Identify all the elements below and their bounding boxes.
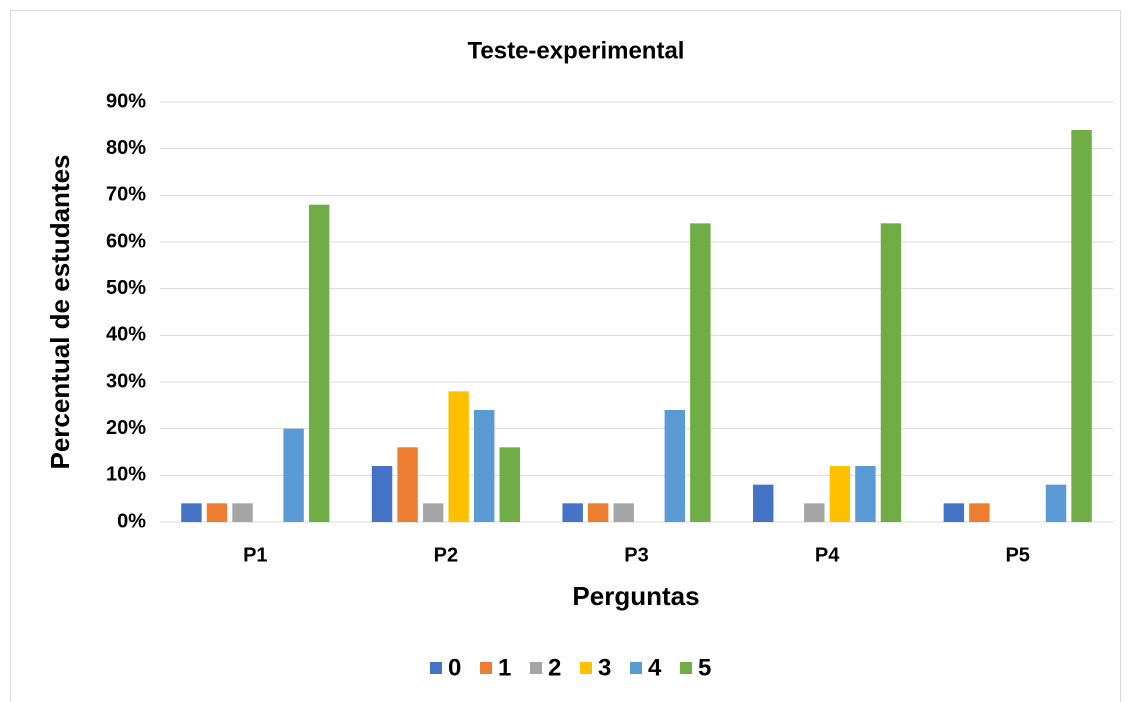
y-tick-label: 70% — [106, 184, 146, 206]
legend-swatch — [680, 662, 692, 674]
legend-swatch — [530, 662, 542, 674]
y-tick-label: 90% — [106, 90, 146, 112]
bar — [181, 503, 202, 522]
bar — [1071, 130, 1092, 522]
y-tick-label: 20% — [106, 417, 146, 439]
bar — [855, 466, 876, 522]
bar — [587, 503, 609, 522]
x-tick-label: P1 — [243, 544, 267, 566]
y-tick-label: 60% — [106, 230, 146, 252]
x-tick-label: P5 — [1005, 544, 1029, 566]
legend-label: 4 — [648, 654, 662, 681]
bar — [562, 503, 583, 522]
legend-label: 5 — [698, 654, 711, 681]
bar — [397, 447, 418, 522]
y-axis-label: Percentual de estudantes — [45, 155, 75, 470]
chart-frame — [10, 10, 1121, 702]
bar — [1045, 484, 1067, 522]
y-tick-label: 10% — [106, 464, 146, 486]
y-tick-label: 50% — [106, 277, 146, 299]
bar — [613, 503, 634, 522]
bar — [232, 503, 253, 522]
bar — [943, 503, 965, 522]
x-tick-label: P4 — [815, 544, 840, 566]
y-tick-label: 40% — [106, 324, 146, 346]
legend-swatch — [630, 662, 642, 674]
legend-label: 1 — [498, 654, 511, 681]
x-tick-label: P2 — [434, 544, 458, 566]
bar — [804, 503, 825, 522]
legend-swatch — [580, 662, 592, 674]
legend-label: 0 — [448, 654, 461, 681]
y-tick-label: 0% — [117, 510, 146, 532]
bar — [422, 503, 444, 522]
legend-label: 2 — [548, 654, 561, 681]
legend-swatch — [480, 662, 492, 674]
x-axis-label: Perguntas — [572, 581, 699, 611]
bar — [829, 466, 851, 522]
bar — [880, 223, 902, 523]
bar — [753, 484, 774, 522]
bar — [448, 391, 469, 522]
legend-label: 3 — [598, 654, 611, 681]
bar — [969, 503, 990, 522]
y-tick-label: 30% — [106, 370, 146, 392]
bar — [664, 410, 686, 522]
bar — [283, 428, 304, 522]
y-tick-label: 80% — [106, 137, 146, 159]
chart-title: Teste-experimental — [468, 37, 685, 64]
bar — [206, 503, 228, 522]
bar — [499, 447, 520, 522]
bar — [308, 204, 330, 522]
bar — [473, 410, 495, 522]
x-tick-label: P3 — [624, 544, 648, 566]
bar — [690, 223, 711, 523]
bar — [371, 466, 393, 522]
legend-swatch — [430, 662, 442, 674]
